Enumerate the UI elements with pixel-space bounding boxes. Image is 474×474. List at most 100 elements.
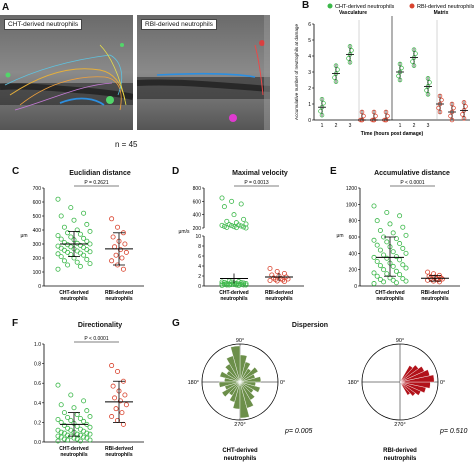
angle-label-180: 180° xyxy=(348,380,359,386)
data-point xyxy=(58,236,64,242)
data-point xyxy=(113,252,119,258)
data-point xyxy=(55,433,61,439)
data-point xyxy=(397,213,403,219)
y-tick-label: 0 xyxy=(308,118,311,124)
x-category-label: CHT-derived xyxy=(59,290,88,296)
data-point xyxy=(122,392,128,398)
data-point xyxy=(238,282,244,288)
legend-label-rbi: RBI-derived neutrophils xyxy=(417,4,474,10)
data-point xyxy=(87,249,93,255)
data-point xyxy=(397,257,403,263)
rose-petal xyxy=(239,366,259,383)
data-point xyxy=(112,395,118,401)
data-point xyxy=(123,249,129,255)
p-value-label: P = 0.2621 xyxy=(84,180,108,186)
data-point xyxy=(58,402,64,408)
y-tick-label: 400 xyxy=(33,228,42,234)
y-axis-label: Accumulative number of neutrophils at da… xyxy=(294,24,299,120)
data-point xyxy=(371,281,377,287)
data-point xyxy=(61,422,67,428)
rose-petal xyxy=(399,364,419,383)
data-point xyxy=(243,225,249,231)
data-point xyxy=(81,235,87,241)
data-point xyxy=(236,281,242,287)
data-point xyxy=(425,269,431,275)
data-point xyxy=(84,256,90,262)
x-category-label: RBI-derived xyxy=(105,290,133,296)
data-point xyxy=(74,259,80,265)
n-label: n = 45 xyxy=(115,140,138,149)
data-point xyxy=(119,255,125,261)
x-category-label: neutrophils xyxy=(60,452,87,458)
data-point xyxy=(120,266,126,272)
data-point xyxy=(77,438,83,444)
y-tick-label: 4 xyxy=(198,264,201,270)
micrograph-rbi: RBI-derived neutrophils xyxy=(137,15,270,130)
panel-b-chart: CHT-derived neutrophils RBI-derived neutr… xyxy=(294,3,474,137)
y-tick-label: 6 xyxy=(198,254,201,260)
rose-petal xyxy=(221,381,241,398)
data-point xyxy=(233,220,239,226)
data-point xyxy=(81,252,87,258)
data-point xyxy=(439,97,444,103)
rbi-image-tag: RBI-derived neutrophils xyxy=(141,19,217,30)
x-category-label: RBI-derived xyxy=(105,446,133,452)
data-point xyxy=(112,244,118,250)
data-point xyxy=(436,279,442,285)
rose-petal xyxy=(239,381,254,409)
data-point xyxy=(77,263,83,269)
data-point xyxy=(55,233,61,239)
x-tick-label: 3 xyxy=(427,123,430,129)
data-point xyxy=(58,213,64,219)
x-axis-label: Time (hours post damage) xyxy=(361,131,424,137)
data-point xyxy=(371,203,377,209)
y-tick-label: 500 xyxy=(33,214,42,220)
data-point xyxy=(87,424,93,430)
data-point xyxy=(68,417,74,423)
data-point xyxy=(81,418,87,424)
data-point xyxy=(427,80,432,85)
data-point xyxy=(68,392,74,398)
y-tick-label: 800 xyxy=(193,186,202,192)
panel-d-title: Maximal velocity xyxy=(232,170,288,177)
data-point xyxy=(55,382,61,388)
y-tick-label: 400 xyxy=(349,251,358,257)
data-point xyxy=(448,113,453,119)
data-point xyxy=(87,228,93,234)
x-tick-label: 1 xyxy=(321,123,324,129)
x-tick-label: 2 xyxy=(335,123,338,129)
angle-label-90: 90° xyxy=(396,338,404,344)
data-point xyxy=(61,436,67,442)
data-point xyxy=(109,414,115,420)
y-tick-label: 8 xyxy=(198,244,201,250)
data-point xyxy=(400,262,406,268)
data-point xyxy=(413,51,418,56)
data-point xyxy=(61,258,67,264)
data-point xyxy=(381,279,387,285)
x-category-label: neutrophils xyxy=(60,296,87,302)
data-point xyxy=(117,398,123,404)
data-point xyxy=(65,415,71,421)
data-point xyxy=(231,224,237,230)
rose-petal xyxy=(219,371,241,383)
data-point xyxy=(400,276,406,282)
y-tick-label: 700 xyxy=(33,186,42,192)
data-point xyxy=(71,405,77,411)
data-point xyxy=(115,224,121,230)
data-point xyxy=(385,113,390,119)
data-point xyxy=(58,254,64,260)
data-point xyxy=(393,236,399,242)
panel-e-label: E xyxy=(330,166,337,177)
y-tick-label: 10 xyxy=(195,234,201,240)
data-point xyxy=(384,210,390,216)
data-point xyxy=(87,431,93,437)
data-point xyxy=(120,421,126,427)
y-tick-label: 2 xyxy=(308,86,311,92)
data-point xyxy=(219,281,225,287)
data-point xyxy=(122,241,128,247)
x-category-label: RBI-derived xyxy=(421,290,449,296)
rose-petal xyxy=(224,363,241,383)
p-value-right: p= 0.510 xyxy=(439,428,468,435)
data-point xyxy=(221,223,227,229)
data-point xyxy=(424,88,429,93)
